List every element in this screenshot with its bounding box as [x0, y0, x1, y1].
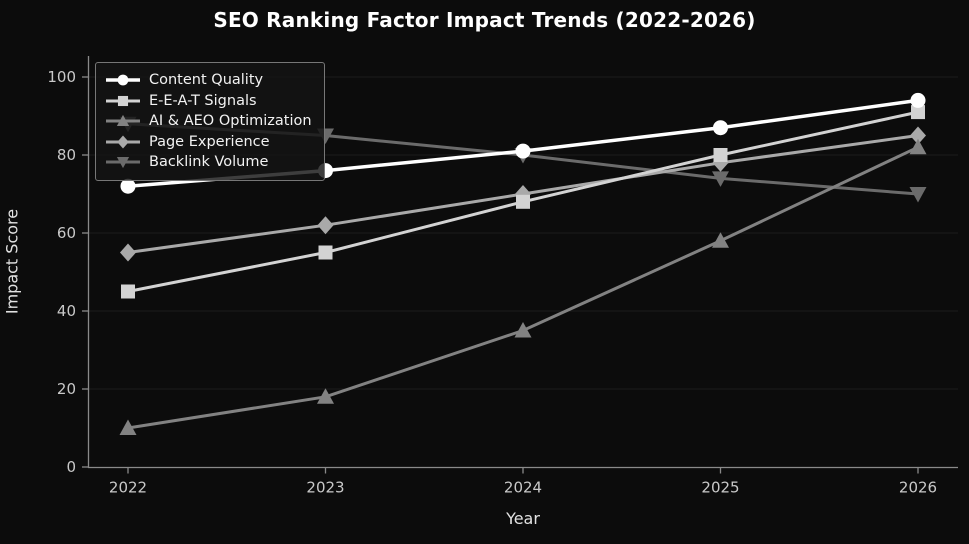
data-point-ai-aeo-optimization	[909, 138, 927, 155]
y-axis-label: Impact Score	[2, 208, 22, 315]
legend: Content Quality E-E-A-T Signals AI & AEO O…	[95, 62, 325, 181]
legend-label: Page Experience	[149, 133, 270, 150]
y-tick-label: 80	[57, 146, 76, 164]
x-tick-label: 2022	[109, 479, 147, 497]
data-point-ai-aeo-optimization	[514, 322, 532, 338]
x-tick-label: 2024	[504, 479, 542, 497]
data-point-backlink-volume	[712, 171, 729, 187]
data-point-page-experience	[120, 243, 136, 262]
legend-marker-triangle-up-icon	[106, 115, 140, 127]
legend-item-page-experience: Page Experience	[105, 132, 312, 153]
marker-square	[117, 95, 129, 106]
y-tick-label: 60	[57, 224, 76, 242]
legend-item-backlink-volume: Backlink Volume	[105, 152, 312, 173]
chart-title: SEO Ranking Factor Impact Trends (2022-2…	[213, 8, 756, 32]
data-point-e-e-a-t-signals	[121, 284, 135, 299]
data-point-ai-aeo-optimization	[119, 419, 137, 435]
marker-circle	[117, 74, 129, 86]
legend-label: AI & AEO Optimization	[149, 113, 312, 130]
data-point-e-e-a-t-signals	[713, 148, 728, 162]
legend-label: Backlink Volume	[149, 154, 269, 171]
data-point-e-e-a-t-signals	[911, 105, 925, 120]
legend-marker-square-icon	[106, 95, 140, 106]
data-point-ai-aeo-optimization	[712, 232, 729, 248]
data-point-e-e-a-t-signals	[516, 194, 530, 209]
legend-marker-diamond-icon	[106, 135, 140, 149]
x-axis-label: Year	[506, 509, 540, 528]
y-tick-label: 100	[47, 68, 76, 86]
data-point-content-quality	[910, 92, 926, 108]
data-point-e-e-a-t-signals	[318, 245, 333, 260]
legend-marker-triangle-down-icon	[106, 157, 140, 169]
data-point-ai-aeo-optimization	[317, 388, 334, 404]
x-tick-label: 2025	[701, 479, 739, 497]
y-tick-label: 0	[66, 458, 76, 476]
legend-label: Content Quality	[149, 72, 264, 89]
marker-triangle-down	[116, 157, 130, 169]
marker-triangle-up	[116, 115, 130, 127]
data-point-content-quality	[713, 120, 728, 136]
legend-item-content-quality: Content Quality	[105, 70, 312, 91]
legend-item-ai-aeo-optimization: AI & AEO Optimization	[105, 111, 312, 132]
data-point-page-experience	[317, 216, 334, 235]
data-point-page-experience	[910, 126, 926, 145]
legend-item-e-e-a-t-signals: E-E-A-T Signals	[105, 91, 312, 112]
x-tick-label: 2023	[306, 479, 344, 497]
y-tick-label: 40	[57, 302, 76, 320]
legend-label: E-E-A-T Signals	[149, 92, 257, 109]
legend-marker-circle-icon	[106, 74, 140, 86]
data-point-content-quality	[515, 143, 531, 159]
marker-diamond	[117, 135, 129, 149]
data-point-content-quality	[120, 178, 136, 194]
x-tick-label: 2026	[899, 479, 937, 497]
data-point-backlink-volume	[909, 187, 927, 203]
y-tick-label: 20	[57, 380, 76, 398]
